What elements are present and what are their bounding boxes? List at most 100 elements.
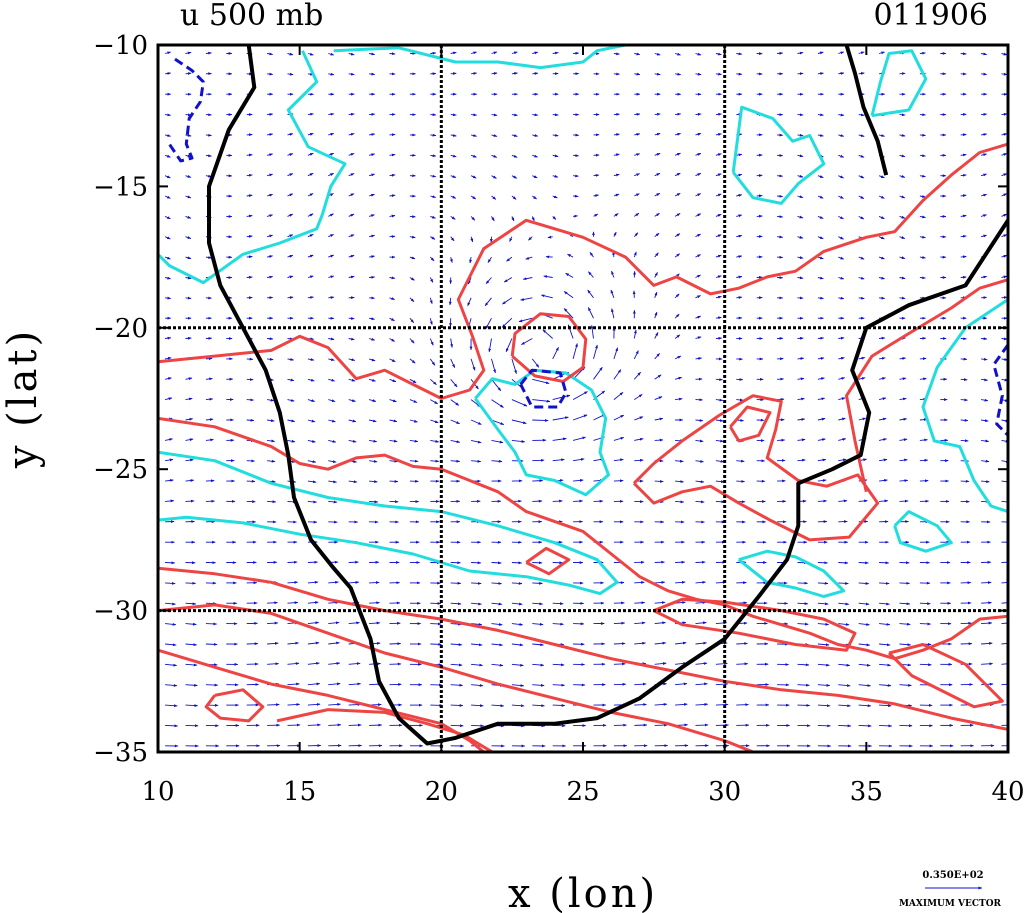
wind-vector [205, 438, 214, 442]
wind-vector [369, 439, 378, 443]
wind-vector [817, 438, 826, 442]
wind-vector [552, 499, 563, 503]
wind-vector [450, 338, 454, 348]
wind-vector [674, 52, 681, 56]
wind-vector [695, 723, 709, 727]
wind-vector [369, 459, 378, 463]
wind-vector [613, 133, 620, 137]
wind-vector [267, 459, 276, 463]
wind-vector [634, 212, 640, 217]
wind-vector [613, 414, 625, 421]
wind-vector [858, 561, 869, 565]
wind-vector [613, 458, 624, 462]
wind-vector [980, 193, 987, 197]
wind-vector [430, 195, 437, 198]
wind-vector [368, 173, 375, 177]
wind-vector [491, 175, 497, 179]
wind-vector [267, 500, 277, 504]
wind-vector [838, 561, 849, 565]
wind-vector [919, 602, 931, 605]
wind-vector [307, 703, 321, 706]
wind-vector [450, 581, 462, 585]
wind-vector [165, 458, 174, 462]
wind-vector [348, 337, 355, 341]
wind-vector [164, 397, 173, 401]
wind-vector [165, 478, 174, 482]
wind-vector [715, 439, 724, 443]
wind-vector [797, 51, 804, 55]
wind-vector [307, 399, 316, 402]
wind-vector [960, 234, 967, 238]
wind-vector [838, 438, 847, 441]
wind-vector [449, 256, 453, 263]
wind-vector [450, 133, 457, 137]
wind-vector [185, 643, 198, 647]
y-axis-label: y (lat) [0, 328, 46, 469]
wind-vector [674, 152, 681, 156]
wind-vector [777, 174, 784, 178]
wind-vector [532, 663, 545, 667]
wind-vector [470, 358, 476, 371]
wind-vector [307, 132, 314, 136]
wind-vector [328, 213, 334, 217]
wind-vector [797, 195, 804, 199]
wind-vector [409, 378, 417, 384]
wind-vector [307, 152, 314, 156]
wind-vector [654, 396, 663, 401]
wind-vector [552, 346, 559, 360]
wind-vector [409, 317, 415, 323]
wind-vector [164, 195, 171, 199]
wind-vector [491, 216, 495, 222]
wind-vector [797, 458, 806, 462]
wind-vector [511, 113, 518, 117]
wind-vector [634, 416, 644, 421]
wind-vector [736, 214, 743, 218]
wind-vector [409, 399, 418, 403]
wind-vector [654, 291, 658, 298]
wind-vector [878, 175, 885, 179]
wind-vector [165, 643, 177, 647]
wind-vector [981, 133, 988, 136]
wind-vector [675, 641, 687, 645]
wind-vector [838, 417, 846, 421]
wind-vector [838, 336, 845, 340]
wind-vector [307, 172, 314, 177]
wind-vector [817, 377, 825, 381]
wind-vector [981, 459, 990, 463]
wind-vector [511, 581, 523, 585]
wind-vector [450, 379, 458, 388]
wind-vector [491, 134, 498, 137]
wind-vector [858, 296, 865, 300]
wind-vector [715, 275, 722, 279]
wind-vector [838, 215, 844, 220]
wind-vector [879, 417, 887, 421]
wind-vector [491, 358, 496, 374]
wind-vector [491, 195, 497, 200]
wind-vector [797, 622, 809, 626]
wind-vector [817, 643, 830, 647]
axis-ticks: 10 15 20 25 30 35 40 −10 −15 −20 −25 −30 −35 [93, 31, 1024, 807]
wind-vector [491, 379, 502, 392]
wind-vector [369, 480, 378, 484]
wind-vector [369, 621, 381, 625]
wind-vector [879, 663, 891, 667]
wind-vector [838, 377, 846, 380]
wind-vector [389, 173, 396, 177]
wind-vector [307, 112, 314, 116]
wind-vector [165, 581, 176, 585]
wind-vector [450, 643, 463, 647]
wind-vector [287, 296, 294, 299]
wind-vector [471, 459, 482, 463]
wind-vector [797, 154, 804, 158]
wind-vector [503, 277, 513, 283]
wind-vector [328, 337, 335, 341]
wind-vector [552, 133, 559, 137]
wind-vector [532, 72, 539, 75]
wind-vector [879, 581, 890, 585]
wind-vector [797, 377, 805, 381]
wind-vector [838, 663, 851, 667]
wind-vector [715, 703, 729, 707]
wind-vector [899, 357, 906, 360]
wind-vector [552, 195, 558, 199]
wind-vector [165, 356, 172, 360]
